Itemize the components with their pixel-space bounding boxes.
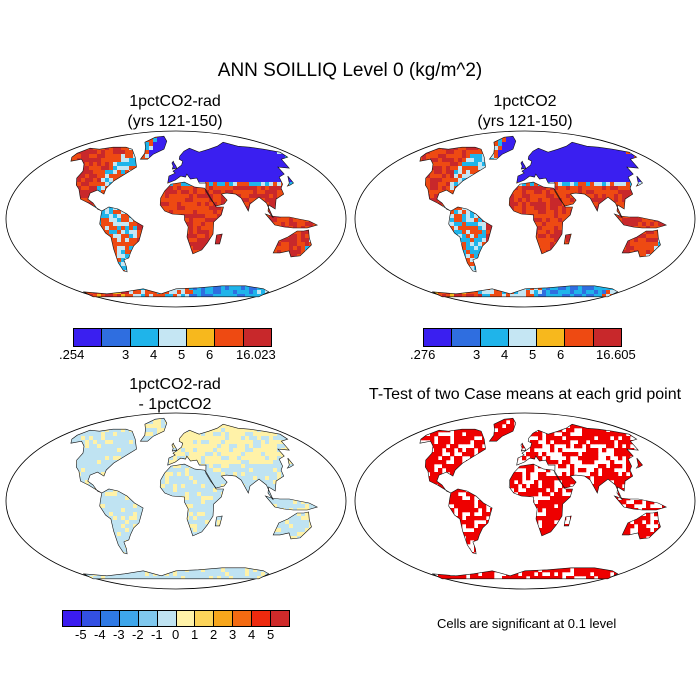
- colorbar-swatch: [102, 329, 131, 346]
- panel1-map: [5, 130, 347, 308]
- colorbar3-label-5: 0: [172, 627, 180, 642]
- panel2-title-line2: (yrs 121-150): [477, 113, 573, 130]
- coastlines: [419, 417, 668, 580]
- colorbar3: [62, 610, 290, 627]
- colorbar2-label-2: 4: [501, 347, 509, 362]
- colorbar2-label-3: 5: [529, 347, 537, 362]
- coastlines: [70, 135, 319, 298]
- colorbar-swatch: [100, 611, 120, 626]
- panel1-title-line2: (yrs 121-150): [127, 113, 223, 130]
- panel3-title-line1: 1pctCO2-rad: [129, 376, 221, 393]
- colorbar3-label-4: -1: [151, 627, 163, 642]
- panel4-map: [354, 412, 696, 590]
- panel3-title-line2: - 1pctCO2: [138, 396, 212, 413]
- colorbar-swatch: [81, 611, 101, 626]
- colorbar3-label-2: -3: [113, 627, 125, 642]
- colorbar2-label-1: 3: [473, 347, 481, 362]
- panel2-title-line1: 1pctCO2: [493, 93, 557, 110]
- colorbar2: [423, 328, 622, 347]
- panel1-title: 1pctCO2-rad (yrs 121-150): [60, 92, 290, 132]
- significance-note: Cells are significant at 0.1 level: [437, 616, 617, 631]
- colorbar-swatch: [158, 329, 188, 346]
- colorbar1-label-0: .254: [59, 347, 85, 362]
- panel2-map: [354, 130, 696, 308]
- colorbar3-label-3: -2: [132, 627, 144, 642]
- colorbar-swatch: [74, 329, 103, 346]
- colorbar2-label-4: 6: [557, 347, 565, 362]
- colorbar3-label-0: -5: [75, 627, 87, 642]
- panel3-map: [5, 412, 347, 590]
- colorbar2-label-5: 16.605: [596, 347, 636, 362]
- colorbar1-label-2: 4: [150, 347, 158, 362]
- colorbar-swatch: [187, 329, 216, 346]
- colorbar3-label-6: 1: [191, 627, 199, 642]
- panel4-title-line1: T-Test of two Case means at each grid po…: [368, 386, 682, 403]
- colorbar-swatch: [452, 329, 481, 346]
- colorbar1-label-4: 6: [206, 347, 214, 362]
- map-frame: [354, 412, 696, 590]
- coastlines: [70, 417, 319, 580]
- colorbar3-label-10: 5: [267, 627, 275, 642]
- figure-title: ANN SOILLIQ Level 0 (kg/m^2): [217, 60, 483, 81]
- coastlines: [419, 135, 668, 298]
- panel4-title: T-Test of two Case means at each grid po…: [350, 385, 700, 405]
- colorbar-swatch: [63, 611, 82, 626]
- colorbar3-label-1: -4: [94, 627, 106, 642]
- colorbar-swatch: [243, 329, 271, 346]
- panel1-title-line1: 1pctCO2-rad: [129, 93, 221, 110]
- colorbar-swatch: [271, 611, 290, 626]
- colorbar2-label-0: .276: [410, 347, 436, 362]
- colorbar-swatch: [176, 611, 196, 626]
- colorbar-swatch: [214, 611, 234, 626]
- colorbar-swatch: [130, 329, 159, 346]
- colorbar-swatch: [195, 611, 215, 626]
- colorbar-swatch: [565, 329, 594, 346]
- colorbar-swatch: [424, 329, 453, 346]
- colorbar-swatch: [119, 611, 139, 626]
- colorbar1: [73, 328, 272, 347]
- colorbar-swatch: [157, 611, 177, 626]
- panel2-title: 1pctCO2 (yrs 121-150): [410, 92, 640, 132]
- colorbar-swatch: [138, 611, 158, 626]
- colorbar3-label-7: 2: [210, 627, 218, 642]
- colorbar-swatch: [215, 329, 244, 346]
- colorbar3-label-8: 3: [229, 627, 237, 642]
- colorbar-swatch: [593, 329, 621, 346]
- colorbar3-label-9: 4: [248, 627, 256, 642]
- colorbar-swatch: [508, 329, 538, 346]
- colorbar1-label-5: 16.023: [236, 347, 276, 362]
- colorbar-swatch: [537, 329, 566, 346]
- panel3-title: 1pctCO2-rad - 1pctCO2: [60, 375, 290, 415]
- colorbar1-label-1: 3: [122, 347, 130, 362]
- colorbar1-label-3: 5: [178, 347, 186, 362]
- colorbar-swatch: [233, 611, 253, 626]
- colorbar-swatch: [480, 329, 509, 346]
- colorbar-swatch: [252, 611, 272, 626]
